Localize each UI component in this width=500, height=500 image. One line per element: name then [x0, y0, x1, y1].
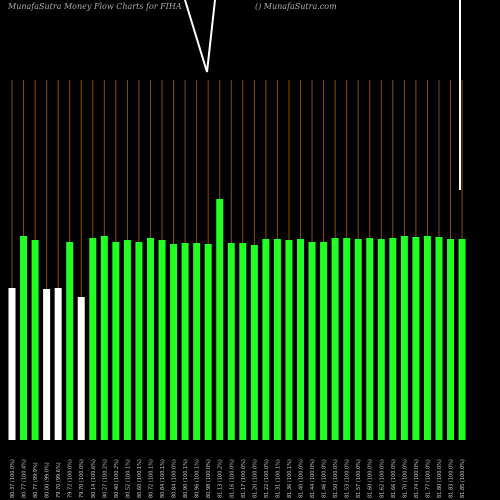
x-tick-label: 80.37 (100.0%): [10, 459, 16, 498]
bar: [320, 242, 328, 440]
x-tick-label: 81.22 (100.0%): [264, 459, 270, 498]
x-tick-label: 81.40 (100.0%): [299, 459, 305, 498]
bar: [146, 238, 154, 440]
x-tick-label: 81.62 (100.0%): [379, 459, 385, 498]
x-tick-label: 80.98 (100.0%): [206, 459, 212, 498]
bar: [54, 288, 62, 440]
price-line: [184, 0, 216, 73]
bar: [262, 239, 270, 440]
bar: [193, 243, 201, 440]
bar: [273, 239, 281, 440]
x-tick-label: 80.77 (100.4%): [22, 459, 28, 498]
bar: [100, 236, 108, 440]
x-tick-label: 80.27 (100.2%): [102, 459, 108, 498]
x-tick-label: 81.17 (100.0%): [241, 459, 247, 498]
bar: [216, 199, 224, 440]
bar: [435, 237, 443, 440]
x-tick-label: 80.84 (100.0%): [172, 459, 178, 498]
bar: [285, 240, 293, 440]
x-tick-label: 81.74 (100.0%): [414, 459, 420, 498]
x-tick-label: 81.80 (100.0%): [437, 459, 443, 498]
bar: [31, 240, 39, 440]
bar: [377, 239, 385, 440]
bar: [447, 239, 455, 440]
x-tick-label: 81.57 (100.0%): [356, 459, 362, 498]
bar: [181, 243, 189, 440]
bar: [204, 244, 212, 440]
bar: [170, 244, 178, 440]
x-tick-label: 80.52 (100.1%): [125, 459, 131, 498]
x-tick-label: 80.00 (99.0%): [45, 462, 51, 498]
x-tick-label: 79.72 (100.0%): [68, 459, 74, 498]
x-tick-label: 81.13 (100.2%): [218, 459, 224, 498]
chart-title: MunafaSutra Money Flow Charts for FIHA: [7, 2, 182, 11]
bar: [239, 243, 247, 440]
x-tick-label: 81.50 (100.0%): [333, 459, 339, 498]
bar: [366, 238, 374, 440]
bar: [400, 236, 408, 440]
x-tick-label: 80.90 (100.1%): [183, 459, 189, 498]
chart-subtitle: () MunafaSutra.com: [255, 2, 337, 11]
bar: [20, 236, 28, 440]
bar: [331, 238, 339, 440]
x-tick-label: 80.84 (100.1%): [160, 459, 166, 498]
x-tick-label: 81.44 (100.0%): [310, 459, 316, 498]
bar: [135, 242, 143, 440]
bar: [250, 245, 258, 440]
bar: [158, 240, 166, 440]
x-tick-label: 81.46 (100.0%): [322, 459, 328, 498]
bar: [308, 242, 316, 440]
x-tick-label: 80.96 (100.1%): [195, 459, 201, 498]
x-tick-label: 80.72 (100.1%): [148, 459, 154, 498]
x-tick-label: 81.60 (100.0%): [368, 459, 374, 498]
x-tick-label: 81.36 (100.1%): [287, 459, 293, 498]
bar: [77, 297, 85, 440]
x-tick-label: 79.70 (99.6%): [56, 462, 62, 498]
x-tick-label: 80.77 (99.9%): [33, 462, 39, 498]
x-tick-label: 81.20 (100.0%): [252, 459, 258, 498]
x-tick-label: 81.77 (100.0%): [425, 459, 431, 498]
bar: [43, 289, 51, 440]
x-tick-label: 81.16 (100.0%): [229, 459, 235, 498]
x-tick-label: 81.83 (100.0%): [449, 459, 455, 498]
bar: [89, 238, 97, 440]
x-tick-label: 81.85 (100.0%): [460, 459, 466, 498]
bar: [389, 238, 397, 440]
bar: [123, 240, 131, 440]
x-tick-label: 80.14 (100.6%): [91, 459, 97, 498]
bar: [66, 242, 74, 440]
bar: [458, 239, 466, 440]
bar: [343, 238, 351, 440]
bar: [423, 236, 431, 440]
bar: [412, 237, 420, 440]
x-tick-label: 79.70 (100.0%): [79, 459, 85, 498]
bar: [227, 243, 235, 440]
bar: [8, 288, 16, 440]
bar: [354, 239, 362, 440]
bar: [112, 242, 120, 440]
x-tick-label: 80.40 (100.2%): [114, 459, 120, 498]
x-tick-label: 80.60 (100.1%): [137, 459, 143, 498]
x-tick-label: 81.31 (100.1%): [275, 459, 281, 498]
x-tick-label: 81.66 (100.0%): [391, 459, 397, 498]
bar: [297, 239, 304, 440]
x-tick-label: 81.70 (100.0%): [402, 459, 408, 498]
x-tick-label: 81.53 (100.0%): [345, 459, 351, 498]
